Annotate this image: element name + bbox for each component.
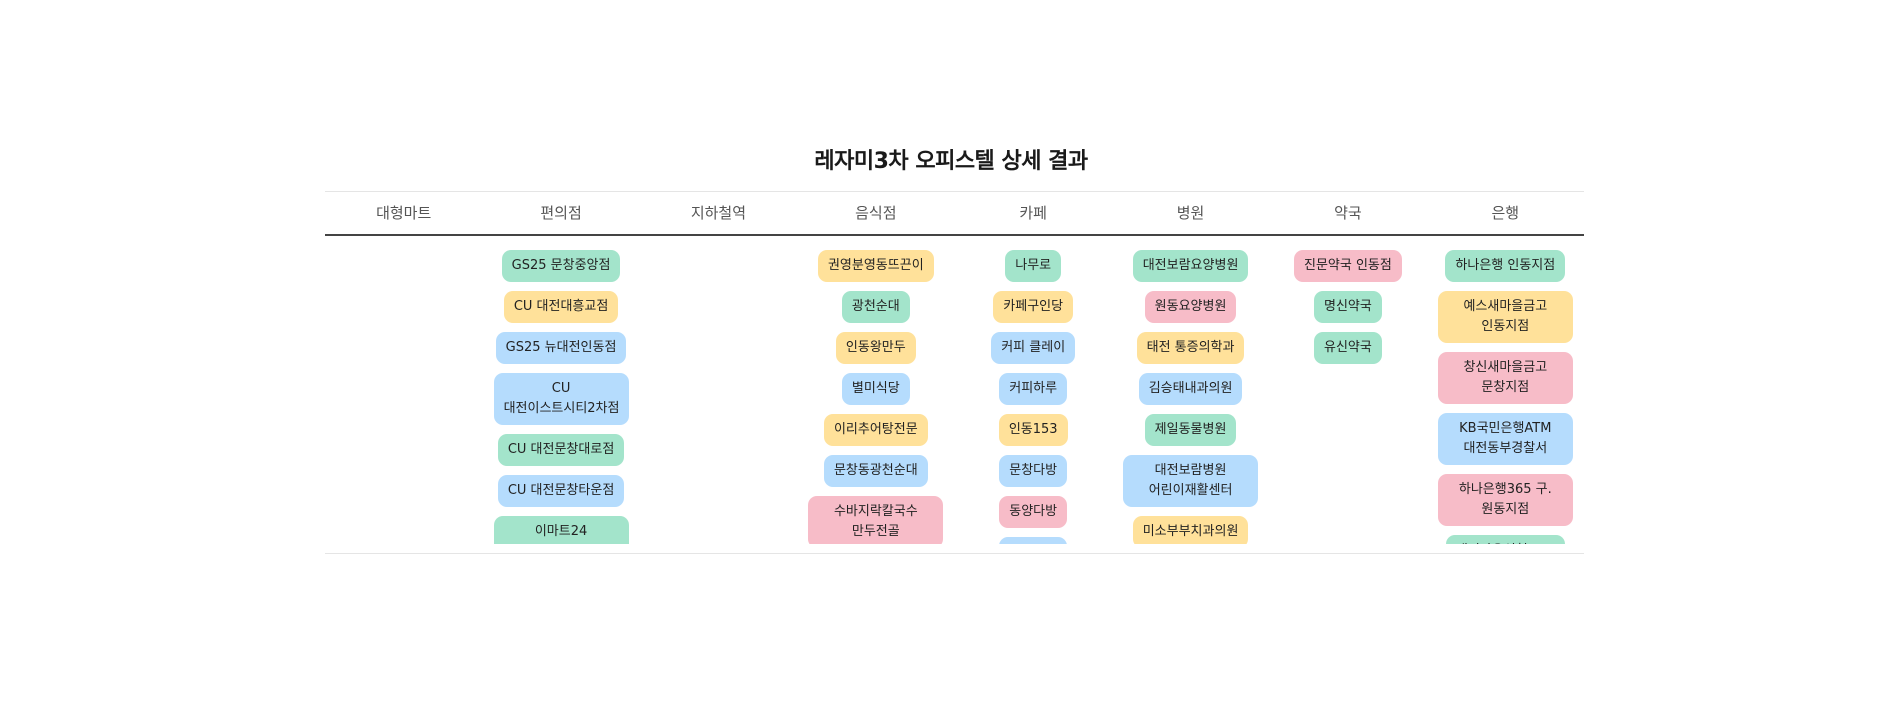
column-header: 병원 <box>1176 204 1205 222</box>
place-tag[interactable]: 커피하루 <box>999 373 1068 405</box>
place-tag[interactable]: KB국민은행ATM 대전동부경찰서 <box>1437 413 1573 465</box>
results-table: 대형마트 편의점 지하철역 음식점 카페 병원 약국 은행 GS25 문창중앙점 CU 대전대흥… <box>325 191 1584 554</box>
place-tag[interactable]: 별미식당 <box>841 373 910 405</box>
place-tag[interactable]: 원동요양병원 <box>1144 291 1237 323</box>
category-column <box>325 236 482 544</box>
place-tag[interactable]: 동산다방 <box>999 537 1068 544</box>
table-header-row: 대형마트 편의점 지하철역 음식점 카페 병원 약국 은행 <box>325 192 1584 236</box>
place-tag[interactable]: 하나은행 인동지점 <box>1445 250 1566 282</box>
place-tag[interactable]: CU 대전문창타운점 <box>497 475 625 507</box>
column-header: 대형마트 <box>376 204 432 222</box>
place-tag[interactable]: CU 대전이스트시티2차점 <box>493 373 629 425</box>
place-tag[interactable]: 명신약국 <box>1314 291 1382 323</box>
place-tag[interactable]: 광천순대 <box>841 291 910 323</box>
page-title: 레자미3차 오피스텔 상세 결과 <box>814 149 1088 174</box>
table-body-row[interactable]: GS25 문창중앙점 CU 대전대흥교점 GS25 뉴대전인동점 CU 대전이스트시티… <box>325 236 1584 544</box>
place-tag[interactable]: 수바지락칼국수 만두전골 <box>808 496 944 544</box>
place-tag[interactable]: 김승태내과의원 <box>1138 373 1243 405</box>
place-tag[interactable]: CU 대전대흥교점 <box>503 291 619 323</box>
place-tag[interactable]: 예스새마을금고 인동지점 <box>1437 291 1573 343</box>
place-tag[interactable]: 대전보람병원 어린이재활센터 <box>1123 455 1259 507</box>
place-tag[interactable]: 문창동광천순대 <box>823 455 928 487</box>
place-tag[interactable]: 인동왕만두 <box>835 332 916 364</box>
place-tag[interactable]: 하나은행365 구.원동지점 <box>1437 474 1573 526</box>
place-tag[interactable]: 나무로 <box>1005 250 1062 282</box>
place-tag[interactable]: CU 대전문창대로점 <box>497 434 625 466</box>
place-tag[interactable]: 대전보람요양병원 <box>1132 250 1249 282</box>
place-tag[interactable]: 이마트24 대전인동참좋은점 <box>493 516 629 544</box>
place-tag[interactable]: 인동153 <box>998 414 1068 446</box>
place-tag[interactable]: 진문약국 인동점 <box>1294 250 1402 282</box>
column-header: 지하철역 <box>690 204 747 222</box>
place-tag[interactable]: GS25 뉴대전인동점 <box>495 332 627 364</box>
column-header: 은행 <box>1491 204 1520 222</box>
category-column: GS25 문창중앙점 CU 대전대흥교점 GS25 뉴대전인동점 CU 대전이스트시티… <box>482 236 639 544</box>
column-header: 편의점 <box>540 204 582 222</box>
place-tag[interactable]: 동양다방 <box>999 496 1068 528</box>
place-tag[interactable]: 창신새마을금고 문창지점 <box>1437 352 1573 404</box>
place-tag[interactable]: 문창다방 <box>999 455 1068 487</box>
column-header: 음식점 <box>855 204 897 222</box>
column-header: 약국 <box>1334 204 1362 222</box>
place-tag[interactable]: 이리추어탕전문 <box>823 414 928 446</box>
place-tag[interactable]: 유신약국 <box>1314 332 1382 364</box>
place-tag[interactable]: 미소부부치과의원 <box>1132 516 1249 544</box>
category-column <box>640 236 797 544</box>
place-tag[interactable]: 제일동물병원 <box>1144 414 1237 446</box>
place-tag[interactable]: 권영분영동뜨끈이 <box>817 250 934 282</box>
place-tag[interactable]: 태전 통증의학과 <box>1136 332 1245 364</box>
place-tag[interactable]: GS25 문창중앙점 <box>501 250 621 282</box>
place-tag[interactable]: 커피 클레이 <box>991 332 1076 364</box>
place-tag[interactable]: 대전다온신협ATM <box>1445 535 1565 544</box>
column-header: 카페 <box>1019 204 1047 222</box>
place-tag[interactable]: 카페구인당 <box>993 291 1074 323</box>
